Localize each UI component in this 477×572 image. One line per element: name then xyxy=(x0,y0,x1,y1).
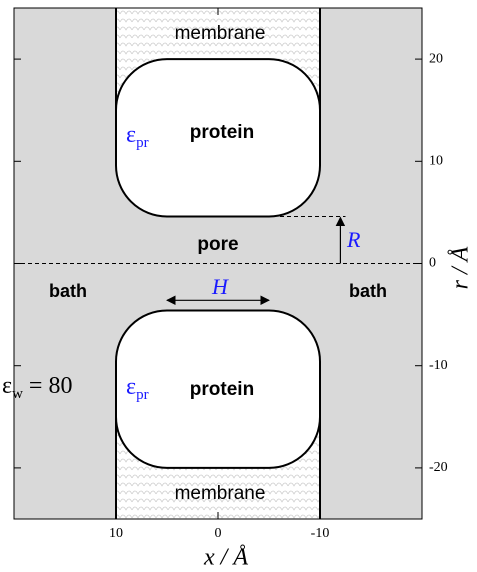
protein-label: protein xyxy=(190,379,254,400)
bath-label: bath xyxy=(349,281,387,301)
ticks: -20 -10 0 10 20 10 0 -10 xyxy=(14,8,448,541)
h-label: H xyxy=(211,274,229,299)
bath-label: bath xyxy=(49,281,87,301)
y-tick-label: -10 xyxy=(429,358,448,373)
protein xyxy=(115,58,321,218)
subscript: pr xyxy=(136,135,149,151)
protein-label: protein xyxy=(190,122,254,143)
y-tick-label: 0 xyxy=(429,256,436,271)
x-tick-label: 10 xyxy=(109,526,123,541)
eps-w-label: εw = 80 xyxy=(2,373,72,403)
subscript: pr xyxy=(136,387,149,403)
symbol: ε xyxy=(126,374,136,400)
symbol: ε xyxy=(126,122,136,148)
pore-label: pore xyxy=(197,234,238,255)
eps-pr-label: εpr xyxy=(126,122,149,152)
y-axis-label: r / Å xyxy=(448,246,474,289)
equation-rest: = 80 xyxy=(29,373,73,399)
symbol: ε xyxy=(2,373,12,399)
geometry xyxy=(13,7,423,520)
subscript: w xyxy=(12,386,23,402)
protein xyxy=(115,309,321,469)
y-tick-label: -20 xyxy=(429,460,448,475)
x-axis-label: x / Å xyxy=(203,545,248,571)
x-tick-label: -10 xyxy=(311,526,330,541)
y-tick-label: 10 xyxy=(429,154,443,169)
membrane-label: membrane xyxy=(175,23,266,44)
r-label: R xyxy=(346,227,361,252)
x-tick-label: 0 xyxy=(215,526,222,541)
y-tick-label: 20 xyxy=(429,51,443,66)
eps-pr-label: εpr xyxy=(126,374,149,404)
membrane-label: membrane xyxy=(175,483,266,504)
